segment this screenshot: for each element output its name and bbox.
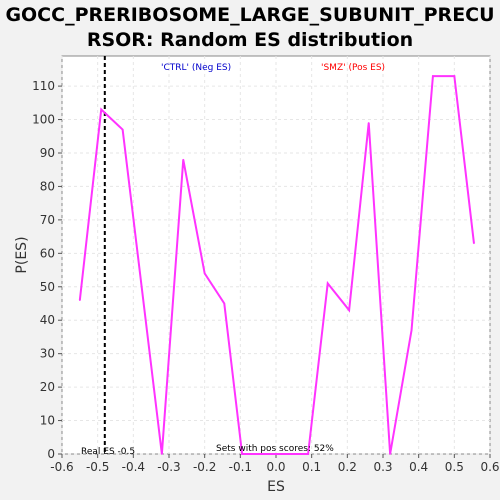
series-point [161, 453, 163, 455]
series-point [473, 242, 475, 245]
x-tick-label: -0.5 [86, 460, 109, 474]
x-tick-label: -0.2 [193, 460, 216, 474]
series-point [241, 453, 243, 455]
series-point [203, 272, 206, 275]
y-tick-label: 0 [47, 447, 55, 461]
y-tick-label: 50 [40, 280, 55, 294]
series-point [410, 329, 413, 332]
series-point [348, 309, 350, 311]
series-points [79, 75, 475, 455]
y-tick-label: 70 [40, 213, 55, 227]
y-axis-ticks: 0 10 20 30 40 50 60 70 80 90 100 110 [32, 79, 62, 461]
y-tick-label: 80 [40, 179, 55, 193]
series-point [432, 75, 434, 77]
x-tick-label: 0.3 [373, 460, 392, 474]
series-point [326, 282, 329, 285]
x-tick-label: 0.2 [338, 460, 357, 474]
y-tick-label: 30 [40, 347, 55, 361]
x-tick-label: -0.3 [157, 460, 180, 474]
chart-title-line-1: GOCC_PRERIBOSOME_LARGE_SUBUNIT_PRECU [5, 4, 495, 26]
x-tick-label: 0.1 [302, 460, 321, 474]
x-tick-label: 0.5 [445, 460, 464, 474]
y-tick-label: 20 [40, 380, 55, 394]
chart-title-line-2: RSOR: Random ES distribution [86, 29, 414, 51]
series-point [307, 453, 309, 455]
series-point [182, 158, 185, 161]
x-tick-label: 0.6 [480, 460, 499, 474]
y-tick-label: 90 [40, 146, 55, 160]
y-tick-label: 10 [40, 414, 55, 428]
x-tick-label: -0.6 [50, 460, 73, 474]
y-tick-label: 60 [40, 246, 55, 260]
real-es-label: Real ES -0.5 [81, 447, 135, 457]
neg-es-label: 'CTRL' (Neg ES) [161, 63, 231, 73]
y-tick-label: 110 [32, 79, 55, 93]
x-tick-label: -0.4 [122, 460, 145, 474]
y-tick-label: 100 [32, 113, 55, 127]
pos-scores-label: Sets with pos scores: 52% [216, 444, 334, 454]
x-tick-label: -0.1 [229, 460, 252, 474]
y-tick-label: 40 [40, 313, 55, 327]
series-point [389, 453, 391, 455]
y-axis-label: P(ES) [14, 236, 30, 273]
pos-es-label: 'SMZ' (Pos ES) [321, 63, 385, 73]
series-point [100, 108, 103, 111]
series-point [121, 128, 124, 131]
series-point [367, 122, 370, 124]
x-tick-label: 0.4 [409, 460, 428, 474]
series-point [79, 299, 81, 301]
x-axis-label: ES [267, 479, 285, 495]
x-axis-ticks: -0.6 -0.5 -0.4 -0.3 -0.2 -0.1 0.0 0.1 0.2 0.3 0.4 0… [50, 454, 500, 474]
x-tick-label: 0.0 [266, 460, 285, 474]
series-point [453, 75, 456, 77]
series-point [223, 302, 226, 305]
